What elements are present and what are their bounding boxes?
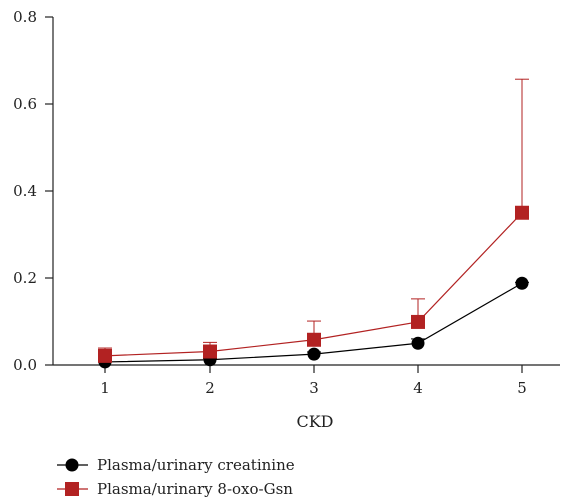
x-tick-label: 5 bbox=[517, 379, 527, 397]
legend-label: Plasma/urinary 8-oxo-Gsn bbox=[97, 480, 293, 498]
data-point bbox=[411, 314, 425, 329]
y-tick-label: 0.6 bbox=[13, 95, 37, 113]
legend-item: Plasma/urinary 8-oxo-Gsn bbox=[57, 480, 293, 498]
x-axis-label: CKD bbox=[296, 412, 333, 431]
plot-area bbox=[98, 78, 529, 369]
axes bbox=[52, 17, 560, 366]
legend-marker bbox=[65, 458, 79, 472]
data-point bbox=[515, 205, 529, 220]
series-8-oxo-gsn bbox=[98, 78, 529, 363]
y-tick-label: 0.2 bbox=[13, 269, 37, 287]
x-tick-label: 3 bbox=[309, 379, 319, 397]
x-ticks: 1 2 3 4 5 bbox=[100, 365, 527, 397]
y-tick-label: 0.8 bbox=[13, 8, 37, 26]
x-tick-label: 2 bbox=[205, 379, 215, 397]
y-ticks: 0.0 0.2 0.4 0.6 0.8 bbox=[13, 8, 53, 374]
data-point bbox=[515, 276, 529, 290]
data-point bbox=[307, 347, 321, 361]
y-tick-label: 0.0 bbox=[13, 356, 37, 374]
data-point bbox=[411, 336, 425, 350]
data-point bbox=[203, 344, 217, 359]
x-tick-label: 1 bbox=[100, 379, 110, 397]
x-tick-label: 4 bbox=[413, 379, 423, 397]
legend: Plasma/urinary creatinine Plasma/urinary … bbox=[57, 456, 295, 498]
legend-item: Plasma/urinary creatinine bbox=[57, 456, 295, 474]
legend-label: Plasma/urinary creatinine bbox=[97, 456, 295, 474]
legend-marker bbox=[65, 482, 79, 496]
y-tick-label: 0.4 bbox=[13, 182, 37, 200]
data-point bbox=[98, 348, 112, 363]
data-point bbox=[307, 332, 321, 347]
